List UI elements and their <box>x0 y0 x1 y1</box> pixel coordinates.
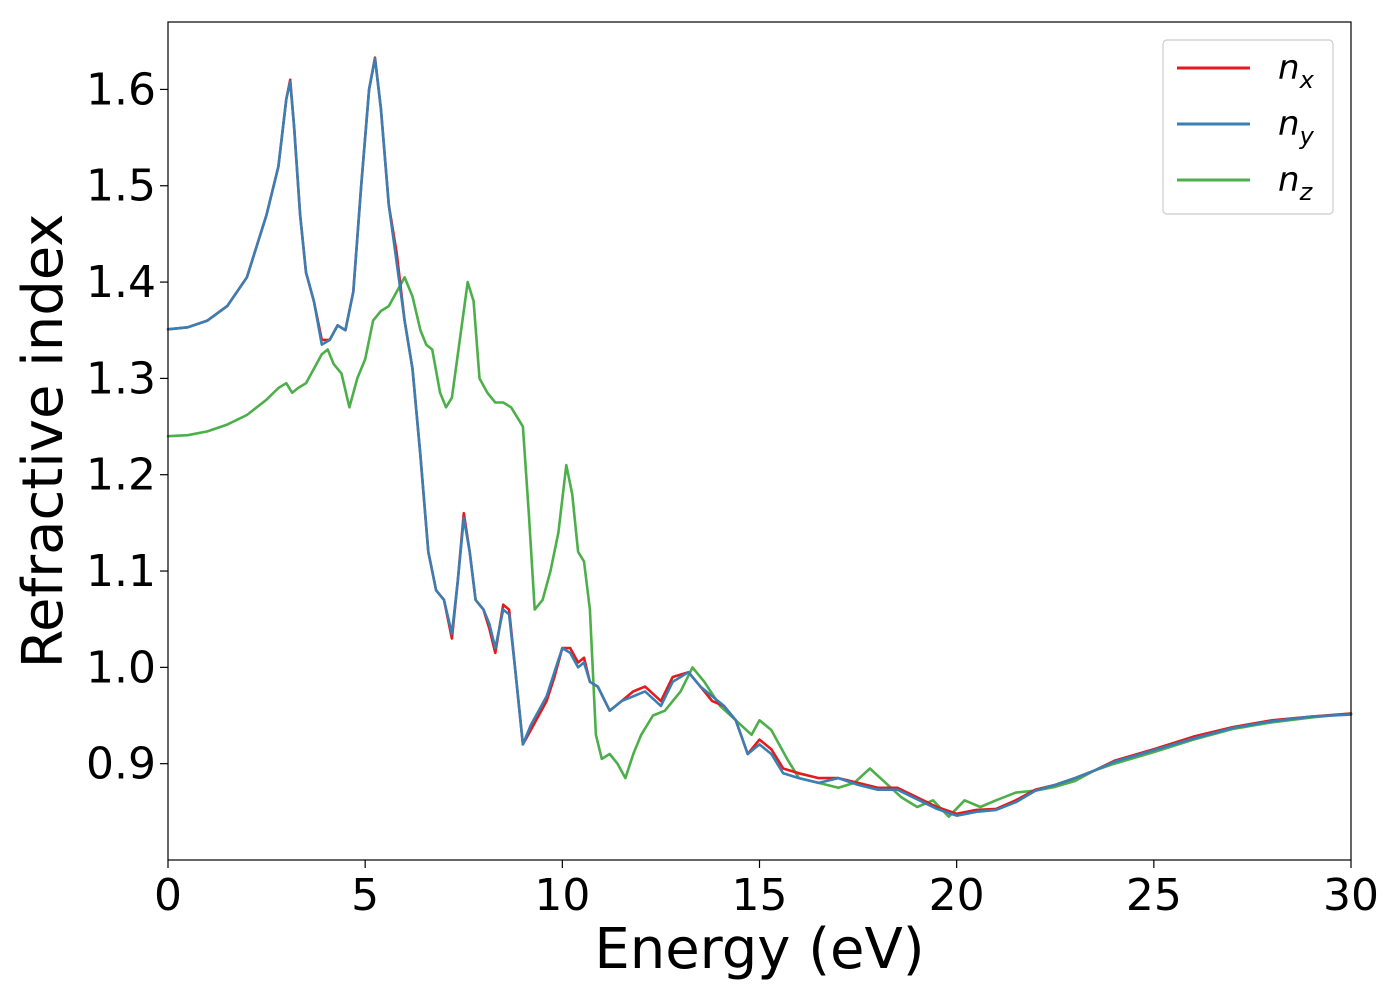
legend-box <box>1162 39 1334 215</box>
y-tick-label: 1.1 <box>86 546 156 597</box>
y-tick-label: 0.9 <box>86 739 156 790</box>
y-tick-label: 1.0 <box>86 642 156 693</box>
x-tick-label: 30 <box>1323 870 1379 921</box>
y-tick-label: 1.4 <box>86 257 156 308</box>
x-tick-label: 20 <box>929 870 985 921</box>
legend-label-n-y: ny <box>1278 104 1315 150</box>
x-tick-label: 0 <box>154 870 182 921</box>
y-axis: 0.9 1.0 1.1 1.2 1.3 1.4 1.5 1.6 <box>86 64 168 790</box>
x-tick-label: 25 <box>1126 870 1182 921</box>
y-tick-label: 1.2 <box>86 450 156 501</box>
x-axis: 0 5 10 15 20 25 30 <box>154 860 1379 921</box>
x-tick-label: 5 <box>351 870 379 921</box>
x-tick-label: 10 <box>534 870 590 921</box>
y-tick-label: 1.6 <box>86 64 156 115</box>
series-line-n-y <box>166 57 1353 818</box>
y-tick-label: 1.5 <box>86 161 156 212</box>
x-axis-title: Energy (eV) <box>594 917 924 982</box>
x-tick-label: 15 <box>732 870 788 921</box>
y-tick-label: 1.3 <box>86 353 156 404</box>
y-axis-title: Refractive index <box>11 214 76 669</box>
series-layer <box>166 56 1353 819</box>
